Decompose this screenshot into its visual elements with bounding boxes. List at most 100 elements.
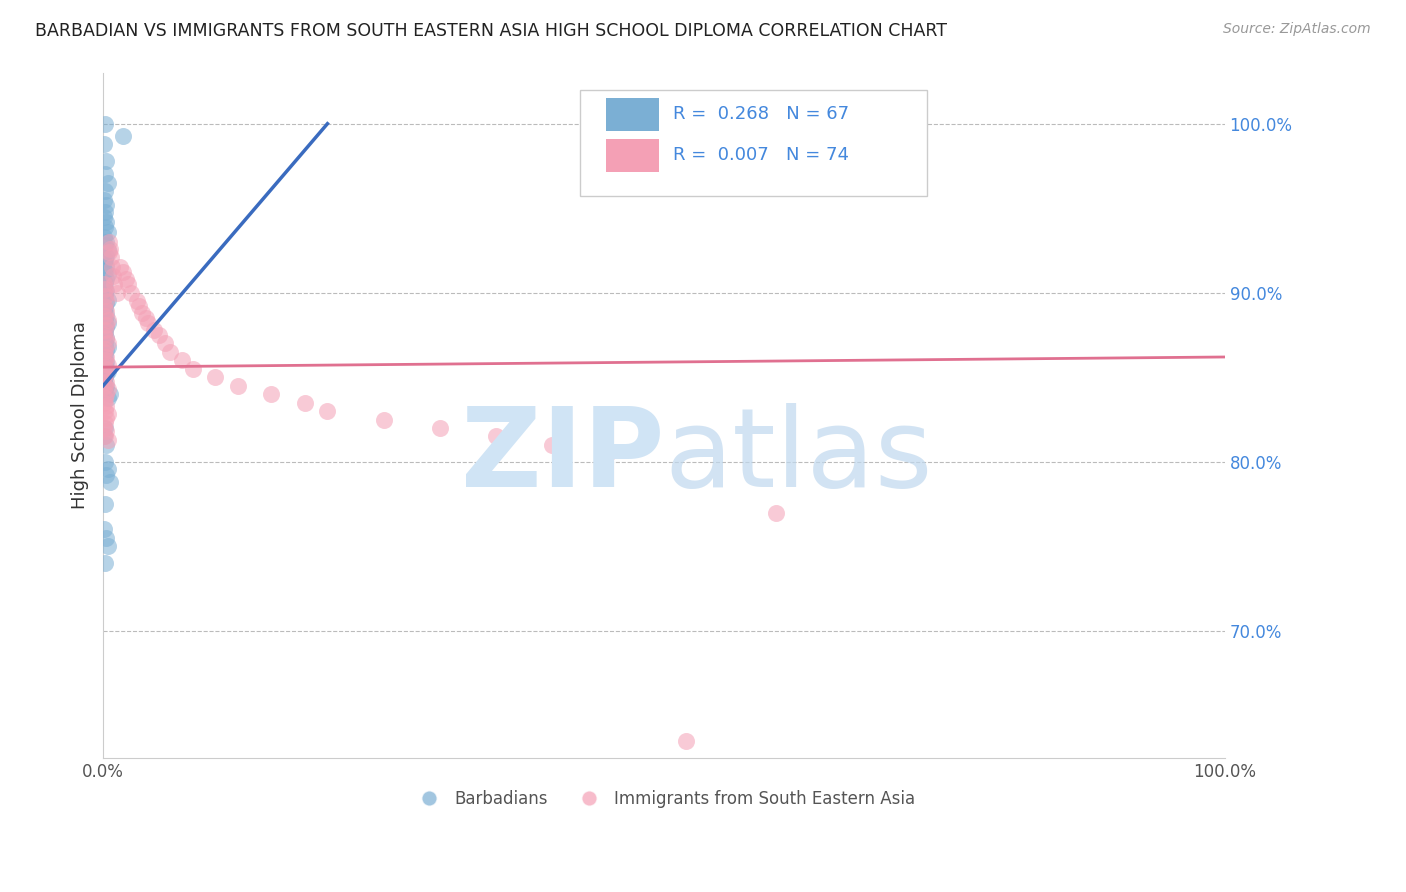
Point (93, 304, 115, 318)
Point (96, 376, 118, 390)
Point (93, 351, 115, 366)
Point (93, 193, 115, 207)
Point (96, 215, 118, 229)
Point (96, 387, 118, 401)
Point (101, 260, 124, 275)
Point (94, 313, 117, 327)
Point (128, 299, 150, 313)
Point (142, 323, 165, 337)
Text: R =  0.007   N = 74: R = 0.007 N = 74 (673, 146, 849, 164)
Point (94, 264, 117, 278)
Point (112, 265, 135, 279)
Point (94, 117, 117, 131)
Point (93, 328, 115, 343)
Point (93, 210, 115, 224)
Point (94, 276, 117, 290)
Point (97, 539, 120, 553)
Point (429, 421, 451, 435)
Point (316, 404, 339, 418)
Point (97, 382, 120, 396)
Point (96, 294, 118, 309)
Point (94, 252, 117, 266)
Point (96, 367, 118, 381)
Point (153, 336, 176, 351)
Point (94, 184, 117, 198)
Point (97, 363, 120, 377)
Text: Source: ZipAtlas.com: Source: ZipAtlas.com (1223, 22, 1371, 37)
Point (100, 250, 122, 264)
Point (97, 336, 120, 351)
Point (94, 342, 117, 356)
Point (96, 198, 118, 212)
Point (226, 378, 249, 392)
Point (94, 370, 117, 384)
Point (94, 378, 117, 392)
Bar (606, 98, 659, 131)
Point (93, 374, 115, 388)
Text: ZIP: ZIP (461, 403, 664, 510)
Point (112, 128, 135, 143)
Point (94, 168, 117, 182)
Point (125, 294, 148, 309)
Point (93, 345, 115, 359)
Point (96, 319, 118, 334)
Point (135, 311, 157, 326)
Point (96, 438, 118, 452)
Point (96, 318, 118, 332)
Point (94, 204, 117, 219)
Point (148, 328, 170, 343)
Point (96, 350, 118, 364)
Point (96, 531, 118, 545)
Point (96, 343, 118, 358)
Point (93, 421, 115, 435)
Point (103, 268, 125, 283)
Legend: Barbadians, Immigrants from South Eastern Asia: Barbadians, Immigrants from South Easter… (406, 783, 922, 814)
Point (94, 353, 117, 368)
Point (810, 120, 832, 134)
Point (96, 361, 118, 376)
Point (97, 433, 120, 447)
Point (97, 408, 120, 422)
Point (98, 475, 121, 489)
Point (94, 282, 117, 296)
Point (97, 176, 120, 190)
Point (108, 260, 131, 275)
Point (97, 461, 120, 475)
Point (675, 733, 697, 747)
Point (94, 219, 117, 234)
Point (373, 412, 395, 426)
Point (765, 506, 787, 520)
Point (94, 238, 117, 252)
Point (94, 325, 117, 339)
Point (159, 345, 181, 359)
Point (596, 446, 619, 460)
Point (94, 336, 117, 351)
Point (96, 355, 118, 369)
Point (181, 361, 204, 376)
Point (98, 242, 121, 256)
Point (94, 429, 117, 443)
Point (96, 235, 118, 249)
Point (93, 277, 115, 292)
Point (97, 244, 120, 258)
Point (93, 255, 115, 269)
Point (97, 316, 120, 330)
Point (131, 306, 153, 320)
Point (93, 230, 115, 244)
Point (96, 304, 118, 318)
Point (94, 289, 117, 303)
Point (96, 410, 118, 425)
Point (94, 359, 117, 373)
Point (96, 296, 118, 310)
Y-axis label: High School Diploma: High School Diploma (72, 321, 89, 509)
Point (94, 391, 117, 405)
Point (105, 285, 128, 300)
Point (117, 277, 139, 292)
Point (94, 556, 117, 570)
Point (94, 404, 117, 418)
Text: atlas: atlas (664, 403, 932, 510)
Point (136, 316, 159, 330)
Point (96, 259, 118, 273)
Point (93, 136, 115, 151)
Point (294, 395, 316, 409)
